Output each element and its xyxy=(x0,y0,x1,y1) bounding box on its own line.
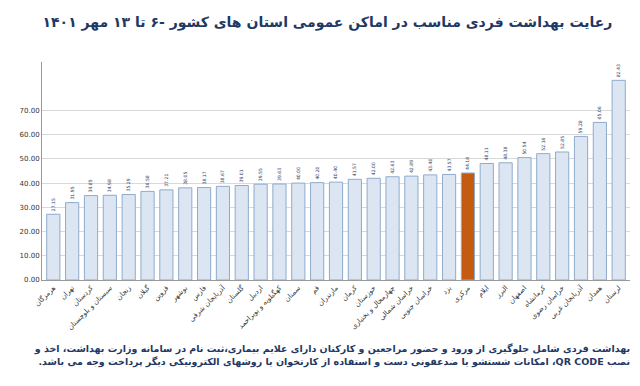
svg-text:48.38: 48.38 xyxy=(503,147,508,160)
svg-text:38.67: 38.67 xyxy=(220,170,225,183)
html-text:بهداشت فردی شامل جلوگیری از ور: بهداشت فردی شامل جلوگیری از ورود و حضور … xyxy=(34,343,630,367)
svg-text:ایلام: ایلام xyxy=(476,284,490,298)
svg-text:44.18: 44.18 xyxy=(465,157,470,170)
svg-text:39.63: 39.63 xyxy=(277,168,282,181)
svg-text:43.57: 43.57 xyxy=(447,158,452,171)
svg-text:اصفهان: اصفهان xyxy=(507,284,528,305)
svg-text:31.95: 31.95 xyxy=(70,186,75,199)
svg-text:50.54: 50.54 xyxy=(522,141,527,154)
svg-text:40.00: 40.00 xyxy=(296,167,301,180)
svg-text:آذربایجان شرقی: آذربایجان شرقی xyxy=(187,283,228,324)
svg-text:مازندران: مازندران xyxy=(316,284,340,308)
svg-text:0.00: 0.00 xyxy=(24,276,40,284)
svg-text:10.00: 10.00 xyxy=(20,252,40,260)
svg-text:20.00: 20.00 xyxy=(20,228,40,236)
svg-text:کهگیلویه و بویراحمد: کهگیلویه و بویراحمد xyxy=(236,283,283,330)
svg-text:لرستان: لرستان xyxy=(602,284,623,305)
svg-text:زنجان: زنجان xyxy=(115,284,133,302)
svg-text:40.00: 40.00 xyxy=(20,180,40,188)
svg-text:59.28: 59.28 xyxy=(578,120,583,133)
svg-text:50.00: 50.00 xyxy=(20,155,40,163)
svg-text:30.00: 30.00 xyxy=(20,204,40,212)
svg-text:38.05: 38.05 xyxy=(183,172,188,185)
svg-text:کرمانشاه: کرمانشاه xyxy=(522,284,547,309)
svg-text:مرکزی: مرکزی xyxy=(452,284,472,304)
svg-text:34.98: 34.98 xyxy=(107,179,112,192)
svg-text:خراسان جنوبی: خراسان جنوبی xyxy=(398,284,434,320)
svg-text:40.20: 40.20 xyxy=(315,166,320,179)
svg-text:کرمان: کرمان xyxy=(340,284,359,303)
svg-text:37.21: 37.21 xyxy=(164,174,169,187)
svg-text:همدان: همدان xyxy=(585,284,604,303)
svg-text:42.63: 42.63 xyxy=(390,160,395,173)
svg-text:82.43: 82.43 xyxy=(616,64,621,77)
svg-text:اردبیل: اردبیل xyxy=(246,284,264,302)
svg-text:35.29: 35.29 xyxy=(126,178,131,191)
svg-text:36.58: 36.58 xyxy=(145,175,150,188)
svg-text:خراسان رضوی: خراسان رضوی xyxy=(529,284,566,321)
svg-text:39.55: 39.55 xyxy=(258,168,263,181)
svg-text:فارس: فارس xyxy=(190,284,208,302)
svg-text:سمنان: سمنان xyxy=(283,284,302,303)
svg-text:قزوین: قزوین xyxy=(152,284,170,302)
svg-text:تهران: تهران xyxy=(59,284,76,301)
svg-text:خوزستان: خوزستان xyxy=(353,284,377,308)
svg-text:43.40: 43.40 xyxy=(428,159,433,172)
svg-text:48.11: 48.11 xyxy=(484,147,489,160)
svg-text:52.16: 52.16 xyxy=(541,137,546,150)
svg-text:هرمزگان: هرمزگان xyxy=(33,283,58,308)
svg-text:خراسان شمالی: خراسان شمالی xyxy=(377,284,415,322)
svg-text:70.00: 70.00 xyxy=(20,107,40,115)
svg-text:39.01: 39.01 xyxy=(239,169,244,182)
svg-text:41.57: 41.57 xyxy=(352,163,357,176)
svg-text:یزد: یزد xyxy=(441,284,453,296)
svg-text:البرز: البرز xyxy=(494,284,510,300)
svg-text:65.06: 65.06 xyxy=(597,106,602,119)
svg-text:40.40: 40.40 xyxy=(333,166,338,179)
svg-text:38.17: 38.17 xyxy=(202,171,207,184)
svg-text:27.15: 27.15 xyxy=(51,198,56,211)
svg-text:60.00: 60.00 xyxy=(20,131,40,139)
svg-text:قم: قم xyxy=(310,284,321,295)
svg-text:34.85: 34.85 xyxy=(88,179,93,192)
svg-text:گیلان: گیلان xyxy=(135,283,152,300)
svg-text:42.00: 42.00 xyxy=(371,162,376,175)
svg-text:42.89: 42.89 xyxy=(409,160,414,173)
svg-text:گلستان: گلستان xyxy=(224,283,246,305)
svg-text:بوشهر: بوشهر xyxy=(170,284,189,303)
svg-text:چهارمحال و بختیاری: چهارمحال و بختیاری xyxy=(350,284,397,331)
svg-text:سیستان و بلوچستان: سیستان و بلوچستان xyxy=(66,284,114,332)
svg-text:52.85: 52.85 xyxy=(560,136,565,149)
svg-text:رعایت بهداشت فردی مناسب در اما: رعایت بهداشت فردی مناسب در اماکن عمومی ا… xyxy=(43,14,613,31)
svg-text:کردستان: کردستان xyxy=(71,284,95,308)
svg-text:آذربایجان غربی: آذربایجان غربی xyxy=(548,283,586,321)
